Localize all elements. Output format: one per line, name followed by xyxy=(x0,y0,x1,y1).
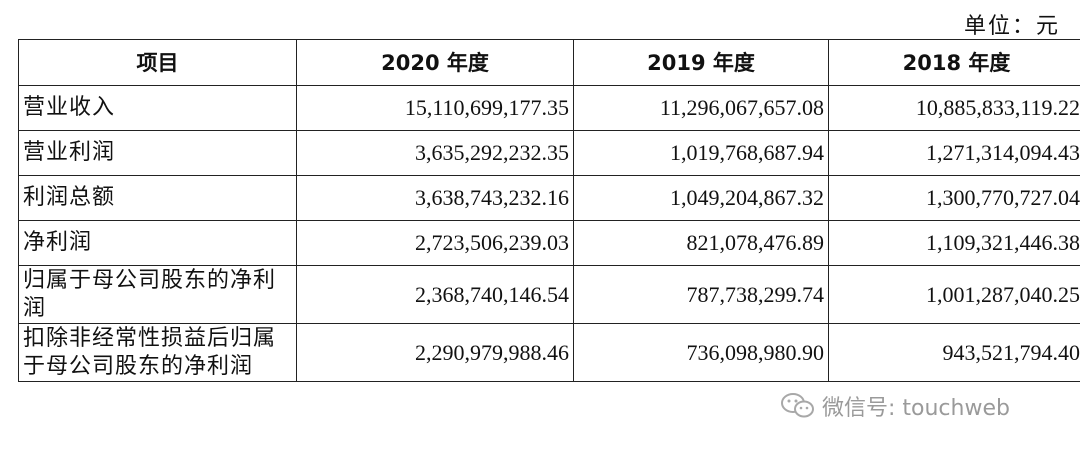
cell-value: 943,521,794.40 xyxy=(828,323,1080,382)
table-row: 营业利润 3,635,292,232.35 1,019,768,687.94 1… xyxy=(18,130,1080,176)
cell-value: 1,300,770,727.04 xyxy=(828,175,1080,221)
cell-value: 2,290,979,988.46 xyxy=(296,323,574,382)
row-label: 营业收入 xyxy=(18,85,297,131)
watermark-text: 微信号: touchweb xyxy=(822,396,1010,421)
cell-value: 1,049,204,867.32 xyxy=(573,175,829,221)
cell-value: 2,723,506,239.03 xyxy=(296,220,574,266)
cell-value: 1,271,314,094.43 xyxy=(828,130,1080,176)
cell-value: 3,635,292,232.35 xyxy=(296,130,574,176)
table-row: 扣除非经常性损益后归属于母公司股东的净利润 2,290,979,988.46 7… xyxy=(18,323,1080,382)
cell-value: 3,638,743,232.16 xyxy=(296,175,574,221)
cell-value: 821,078,476.89 xyxy=(573,220,829,266)
financial-table: 项目 2020 年度 2019 年度 2018 年度 营业收入 15,110,6… xyxy=(18,39,1080,382)
row-label: 净利润 xyxy=(18,220,297,266)
cell-value: 1,019,768,687.94 xyxy=(573,130,829,176)
row-label: 扣除非经常性损益后归属于母公司股东的净利润 xyxy=(18,323,297,382)
header-item: 项目 xyxy=(18,39,297,86)
wechat-icon xyxy=(780,392,816,420)
row-label: 归属于母公司股东的净利润 xyxy=(18,265,297,324)
cell-value: 15,110,699,177.35 xyxy=(296,85,574,131)
header-2019: 2019 年度 xyxy=(573,39,829,86)
cell-value: 2,368,740,146.54 xyxy=(296,265,574,324)
cell-value: 1,001,287,040.25 xyxy=(828,265,1080,324)
table-header-row: 项目 2020 年度 2019 年度 2018 年度 xyxy=(18,39,1080,86)
row-label: 营业利润 xyxy=(18,130,297,176)
row-label: 利润总额 xyxy=(18,175,297,221)
cell-value: 1,109,321,446.38 xyxy=(828,220,1080,266)
cell-value: 787,738,299.74 xyxy=(573,265,829,324)
watermark: 微信号: touchweb xyxy=(780,390,1010,422)
unit-label: 单位：元 xyxy=(963,14,1060,39)
table-row: 归属于母公司股东的净利润 2,368,740,146.54 787,738,29… xyxy=(18,265,1080,324)
table-row: 利润总额 3,638,743,232.16 1,049,204,867.32 1… xyxy=(18,175,1080,221)
table-row: 营业收入 15,110,699,177.35 11,296,067,657.08… xyxy=(18,85,1080,131)
table-row: 净利润 2,723,506,239.03 821,078,476.89 1,10… xyxy=(18,220,1080,266)
header-2018: 2018 年度 xyxy=(828,39,1080,86)
header-2020: 2020 年度 xyxy=(296,39,574,86)
cell-value: 736,098,980.90 xyxy=(573,323,829,382)
cell-value: 10,885,833,119.22 xyxy=(828,85,1080,131)
cell-value: 11,296,067,657.08 xyxy=(573,85,829,131)
